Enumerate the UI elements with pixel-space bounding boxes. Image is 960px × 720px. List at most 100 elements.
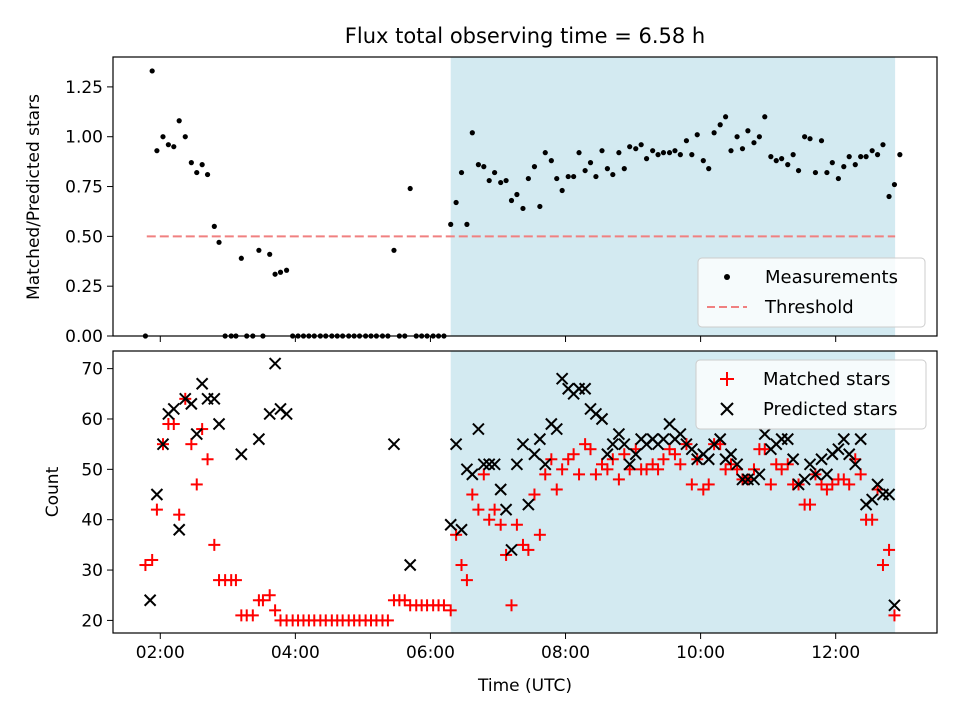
predicted-star-marker-b (809, 468, 822, 481)
matched-star-marker (866, 513, 879, 526)
predicted-star-marker (832, 442, 845, 456)
measurement-point (874, 152, 881, 158)
measurement-point (863, 154, 869, 160)
matched-star-marker (533, 528, 546, 541)
predicted-star-markers (143, 357, 901, 612)
predicted-star-marker (730, 458, 744, 471)
matched-star-marker (854, 468, 867, 481)
predicted-star-marker-b (516, 437, 530, 451)
predicted-star-marker (185, 397, 198, 411)
predicted-star-marker (837, 432, 851, 446)
predicted-star-marker (444, 518, 457, 531)
top-y-tick-label: 0.50 (65, 227, 103, 247)
predicted-star-marker (212, 417, 226, 431)
measurement-point (677, 152, 683, 158)
predicted-star-marker-b (195, 377, 209, 390)
predicted-star-marker-b (185, 397, 198, 411)
legend-label-matched: Matched stars (763, 369, 890, 390)
bottom-y-axis-label: Count (43, 466, 63, 517)
measurement-point (683, 138, 690, 144)
bottom-y-tick-label: 20 (81, 611, 103, 631)
matched-star-marker (702, 478, 715, 491)
predicted-star-marker-b (842, 448, 856, 461)
measurement-point (785, 162, 791, 168)
predicted-star-marker (190, 427, 203, 441)
predicted-star-marker (888, 599, 901, 612)
matched-star-marker (444, 604, 457, 617)
matched-star-marker (758, 443, 771, 456)
measurement-point (711, 130, 717, 136)
predicted-star-marker (156, 437, 170, 451)
measurement-point (700, 158, 706, 164)
measurement-point (779, 156, 785, 162)
predicted-star-marker (482, 458, 496, 471)
bottom-y-tick-label: 70 (81, 360, 103, 380)
matched-star-marker (612, 473, 625, 486)
matched-star-marker (618, 448, 631, 461)
predicted-star-marker (798, 473, 811, 486)
matched-star-marker (146, 553, 159, 566)
legend-dot-marker (724, 274, 730, 280)
predicted-star-marker (865, 493, 879, 506)
matched-star-marker (201, 453, 214, 466)
bottom-y-tick-label: 50 (81, 460, 103, 480)
measurement-point (745, 128, 751, 134)
matched-star-marker (573, 468, 586, 481)
measurement-point (666, 150, 673, 156)
predicted-star-marker-b (274, 402, 287, 416)
matched-star-marker (876, 559, 889, 572)
predicted-star-marker (578, 382, 592, 395)
predicted-star-marker-b (387, 437, 401, 451)
predicted-star-marker (555, 372, 569, 385)
measurement-point (897, 152, 903, 158)
measurement-point (773, 158, 779, 164)
measurement-point (238, 255, 244, 261)
measurement-point (469, 130, 475, 136)
x-axis-label: Time (UTC) (477, 676, 572, 696)
top-y-tick-label: 0.00 (65, 327, 103, 347)
measurement-point (458, 169, 465, 176)
matched-star-marker (657, 453, 670, 466)
measurement-point (858, 154, 864, 160)
matched-star-marker (646, 458, 659, 471)
top-panel: Flux total observing time = 6.58 h 0.000… (24, 24, 938, 347)
predicted-star-marker-b (528, 448, 541, 461)
predicted-star-marker-b (522, 498, 535, 511)
predicted-star-marker (550, 422, 563, 436)
measurement-point (216, 239, 222, 245)
measurement-point (751, 140, 757, 146)
predicted-star-marker-b (736, 473, 749, 486)
predicted-star-marker-b (156, 437, 170, 451)
predicted-star-marker (786, 453, 800, 466)
predicted-star-marker-b (499, 503, 513, 516)
predicted-star-marker (528, 448, 541, 461)
predicted-star-marker (488, 458, 501, 471)
measurement-point (599, 148, 605, 154)
measurement-point (503, 177, 509, 184)
predicted-star-marker-b (758, 427, 771, 441)
measurement-point (717, 122, 723, 128)
predicted-star-marker-b (449, 437, 463, 451)
predicted-star-marker-b (865, 493, 879, 506)
measurement-point (869, 148, 875, 154)
predicted-star-marker-b (601, 448, 614, 461)
measurement-point (176, 118, 182, 124)
predicted-star-marker (403, 558, 417, 572)
matched-star-marker (263, 589, 276, 602)
measurement-point (812, 169, 819, 176)
measurement-point (802, 134, 808, 140)
predicted-star-marker-b (403, 558, 417, 572)
matched-star-marker (190, 478, 203, 491)
measurement-point (891, 181, 898, 188)
predicted-star-marker-b (472, 422, 485, 436)
matched-star-marker (589, 468, 602, 481)
predicted-star-marker (466, 468, 479, 481)
measurement-point (154, 148, 160, 154)
predicted-star-marker (539, 458, 552, 471)
predicted-star-marker-b (466, 468, 479, 481)
measurement-point (498, 179, 504, 186)
predicted-star-marker-b (832, 442, 845, 456)
predicted-star-marker (595, 412, 609, 426)
measurement-point (256, 247, 262, 253)
matched-star-marker (775, 463, 788, 476)
